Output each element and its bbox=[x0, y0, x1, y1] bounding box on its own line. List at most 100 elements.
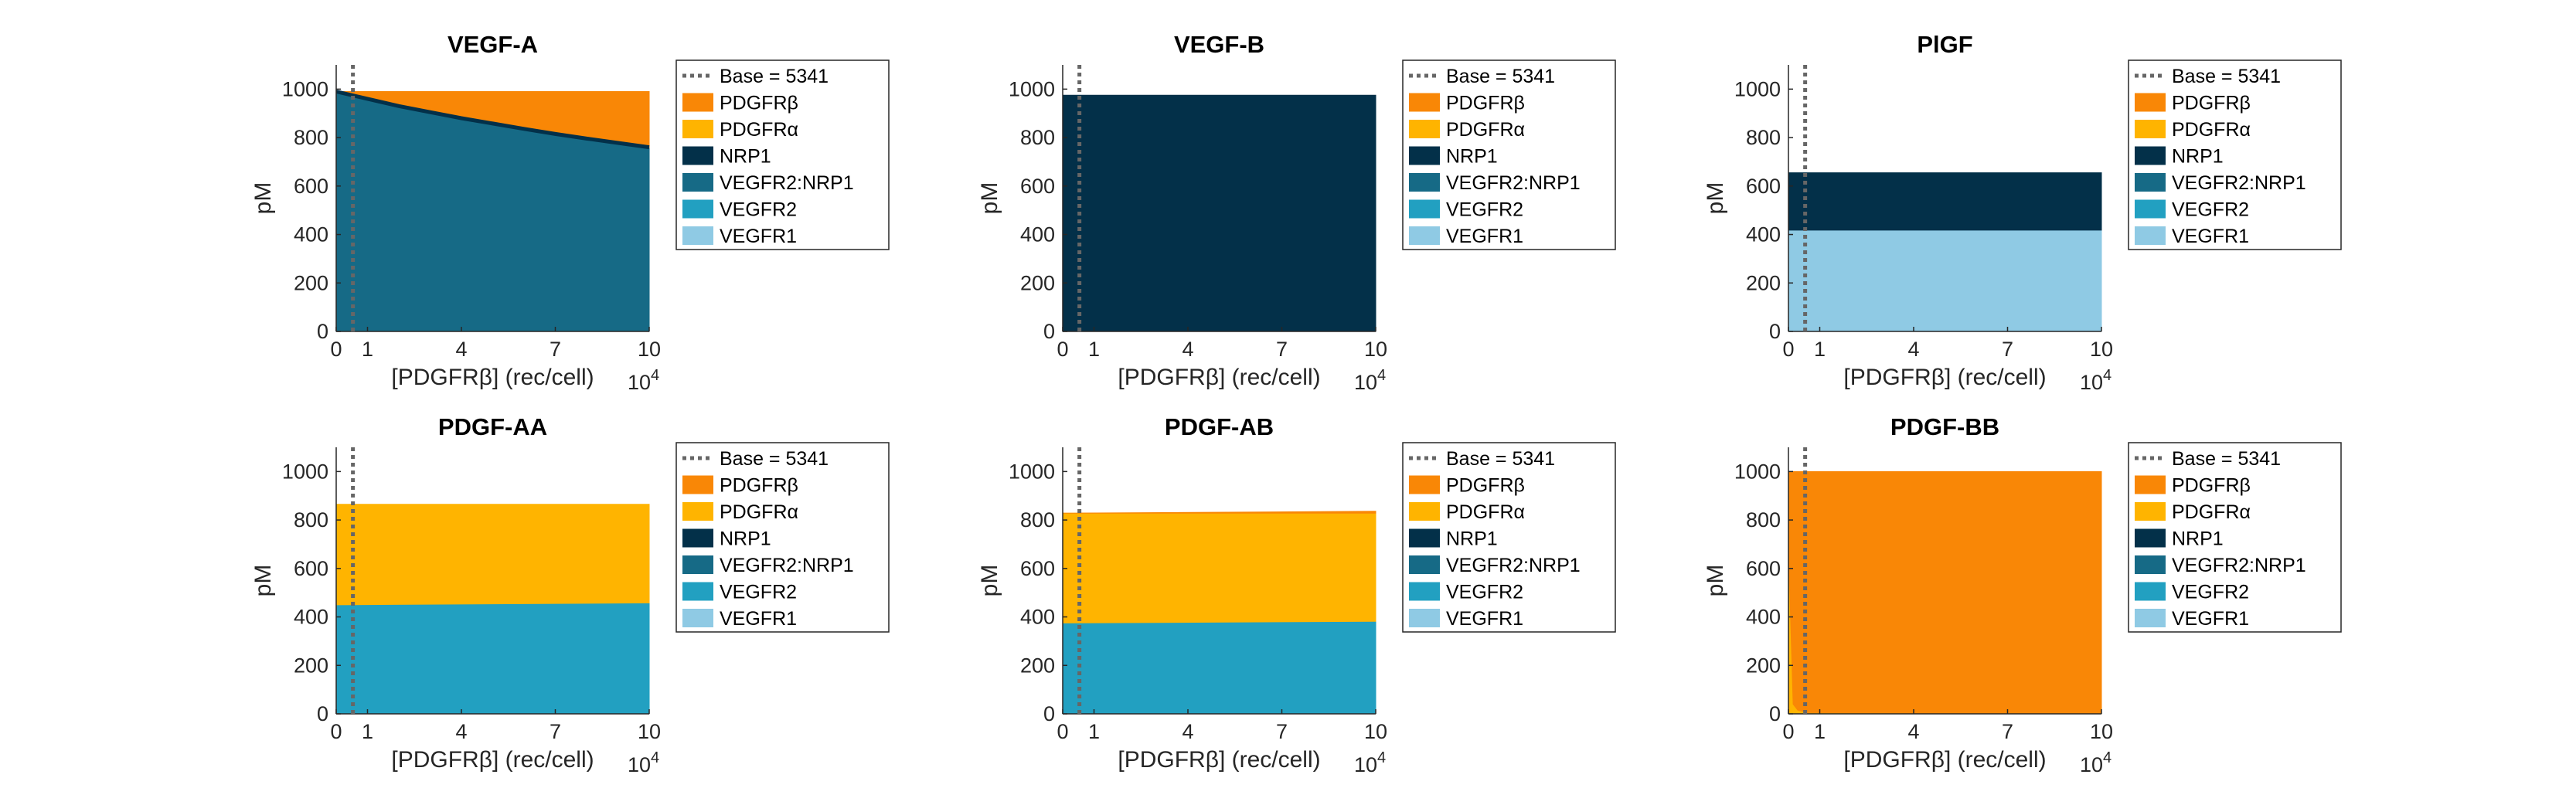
x-tick-label: 10 bbox=[638, 720, 661, 743]
area-pdgfr- bbox=[1788, 470, 2102, 715]
legend-swatch bbox=[2135, 555, 2166, 574]
legend-swatch bbox=[2135, 173, 2166, 192]
legend-label: VEGFR2:NRP1 bbox=[1446, 555, 1581, 576]
x-axis-label: [PDGFRβ] (rec/cell) bbox=[1118, 747, 1320, 773]
y-tick-label: 0 bbox=[1769, 702, 1781, 725]
legend: Base = 5341 PDGFRβ PDGFRα NRP1 VEGFR2:NRP1 VE… bbox=[1402, 442, 1616, 633]
y-axis-label: pM bbox=[250, 182, 276, 215]
x-tick-label: 10 bbox=[638, 338, 661, 361]
legend-label: VEGFR2 bbox=[1446, 199, 1523, 221]
chart-title: PDGF-AA bbox=[438, 413, 547, 440]
legend-label: NRP1 bbox=[1446, 146, 1498, 168]
legend-swatch bbox=[682, 226, 713, 245]
y-axis-label: pM bbox=[977, 182, 1002, 215]
legend-label: VEGFR2 bbox=[720, 199, 797, 221]
y-tick-label: 200 bbox=[1746, 654, 1781, 677]
x-tick-label: 0 bbox=[1057, 338, 1068, 361]
legend: Base = 5341 PDGFRβ PDGFRα NRP1 VEGFR2:NRP1 VE… bbox=[2128, 442, 2342, 633]
legend: Base = 5341 PDGFRβ PDGFRα NRP1 VEGFR2:NRP1 VE… bbox=[675, 442, 890, 633]
x-tick-label: 0 bbox=[330, 338, 342, 361]
legend-label: Base = 5341 bbox=[1446, 448, 1555, 470]
legend-label: PDGFRα bbox=[720, 119, 798, 141]
x-tick-label: 7 bbox=[1276, 338, 1288, 361]
legend-label: PDGFRβ bbox=[1446, 475, 1525, 497]
legend-swatch bbox=[1409, 199, 1440, 219]
x-tick-label: 10 bbox=[2090, 720, 2113, 743]
legend-label: NRP1 bbox=[2172, 528, 2224, 550]
legend-label: VEGFR1 bbox=[720, 226, 797, 247]
legend-swatch bbox=[2135, 199, 2166, 219]
legend-label: PDGFRβ bbox=[1446, 93, 1525, 114]
legend-label: VEGFR2 bbox=[720, 582, 797, 603]
y-tick-label: 800 bbox=[1746, 508, 1781, 532]
legend-swatch bbox=[682, 199, 713, 219]
legend-label: VEGFR1 bbox=[720, 608, 797, 630]
area-vegfr2 bbox=[1062, 620, 1376, 715]
y-tick-label: 400 bbox=[1746, 606, 1781, 629]
x-tick-label: 4 bbox=[1182, 720, 1193, 743]
legend-label: VEGFR1 bbox=[2172, 226, 2249, 247]
y-tick-label: 1000 bbox=[1734, 77, 1781, 100]
legend-label: PDGFRβ bbox=[2172, 475, 2251, 497]
area-pdgfr- bbox=[335, 504, 650, 606]
legend-label: VEGFR2:NRP1 bbox=[720, 172, 854, 194]
x-tick-label: 10 bbox=[1364, 338, 1387, 361]
legend-swatch bbox=[1409, 528, 1440, 548]
area-vegfr2 bbox=[335, 602, 650, 715]
y-tick-label: 0 bbox=[1769, 320, 1781, 343]
y-tick-label: 800 bbox=[1020, 508, 1055, 532]
x-tick-label: 0 bbox=[1782, 720, 1794, 743]
legend-label: NRP1 bbox=[1446, 528, 1498, 550]
area-nrp1 bbox=[1062, 94, 1376, 332]
legend-swatch bbox=[1409, 502, 1440, 521]
y-tick-label: 600 bbox=[1746, 557, 1781, 580]
x-tick-label: 4 bbox=[455, 720, 467, 743]
x-tick-label: 4 bbox=[1907, 720, 1919, 743]
x-axis-label: [PDGFRβ] (rec/cell) bbox=[391, 747, 594, 773]
legend-label: Base = 5341 bbox=[2172, 448, 2281, 470]
legend-swatch bbox=[2135, 475, 2166, 494]
chart-title: VEGF-B bbox=[1174, 31, 1264, 58]
y-tick-label: 1000 bbox=[282, 77, 328, 100]
x-tick-label: 10 bbox=[2090, 338, 2113, 361]
legend-label: VEGFR2:NRP1 bbox=[2172, 172, 2306, 194]
y-tick-label: 1000 bbox=[1009, 460, 1055, 483]
x-axis-label: [PDGFRβ] (rec/cell) bbox=[391, 365, 594, 390]
y-tick-label: 0 bbox=[317, 320, 328, 343]
area-pdgfr- bbox=[1062, 511, 1376, 514]
legend-label: VEGFR1 bbox=[2172, 608, 2249, 630]
y-tick-label: 800 bbox=[294, 126, 328, 149]
area-vegfr1 bbox=[1788, 229, 2102, 332]
x-tick-label: 7 bbox=[2002, 338, 2013, 361]
legend-label: PDGFRα bbox=[1446, 119, 1525, 141]
legend-label: VEGFR1 bbox=[1446, 608, 1523, 630]
x-tick-label: 7 bbox=[550, 720, 561, 743]
y-tick-label: 0 bbox=[1043, 320, 1055, 343]
y-tick-label: 600 bbox=[294, 175, 328, 198]
y-tick-label: 800 bbox=[294, 508, 328, 532]
legend-label: VEGFR2:NRP1 bbox=[720, 555, 854, 576]
x-tick-label: 0 bbox=[330, 720, 342, 743]
y-axis-label: pM bbox=[1703, 182, 1728, 215]
y-tick-label: 0 bbox=[317, 702, 328, 725]
chart-title: VEGF-A bbox=[447, 31, 538, 58]
x-tick-label: 7 bbox=[1276, 720, 1288, 743]
legend-label: VEGFR2:NRP1 bbox=[2172, 555, 2306, 576]
x-exponent-label: 104 bbox=[628, 749, 659, 776]
legend-label: NRP1 bbox=[720, 146, 771, 168]
legend-label: Base = 5341 bbox=[2172, 66, 2281, 87]
legend-swatch bbox=[682, 502, 713, 521]
legend-swatch bbox=[682, 609, 713, 627]
y-tick-label: 600 bbox=[1020, 175, 1055, 198]
legend-label: PDGFRβ bbox=[720, 93, 798, 114]
y-tick-label: 0 bbox=[1043, 702, 1055, 725]
x-tick-label: 7 bbox=[2002, 720, 2013, 743]
x-tick-label: 4 bbox=[1907, 338, 1919, 361]
y-tick-label: 400 bbox=[1020, 606, 1055, 629]
x-tick-label: 1 bbox=[1088, 338, 1100, 361]
y-axis-label: pM bbox=[1703, 565, 1728, 597]
legend-swatch bbox=[2135, 609, 2166, 627]
y-axis-label: pM bbox=[250, 565, 276, 597]
